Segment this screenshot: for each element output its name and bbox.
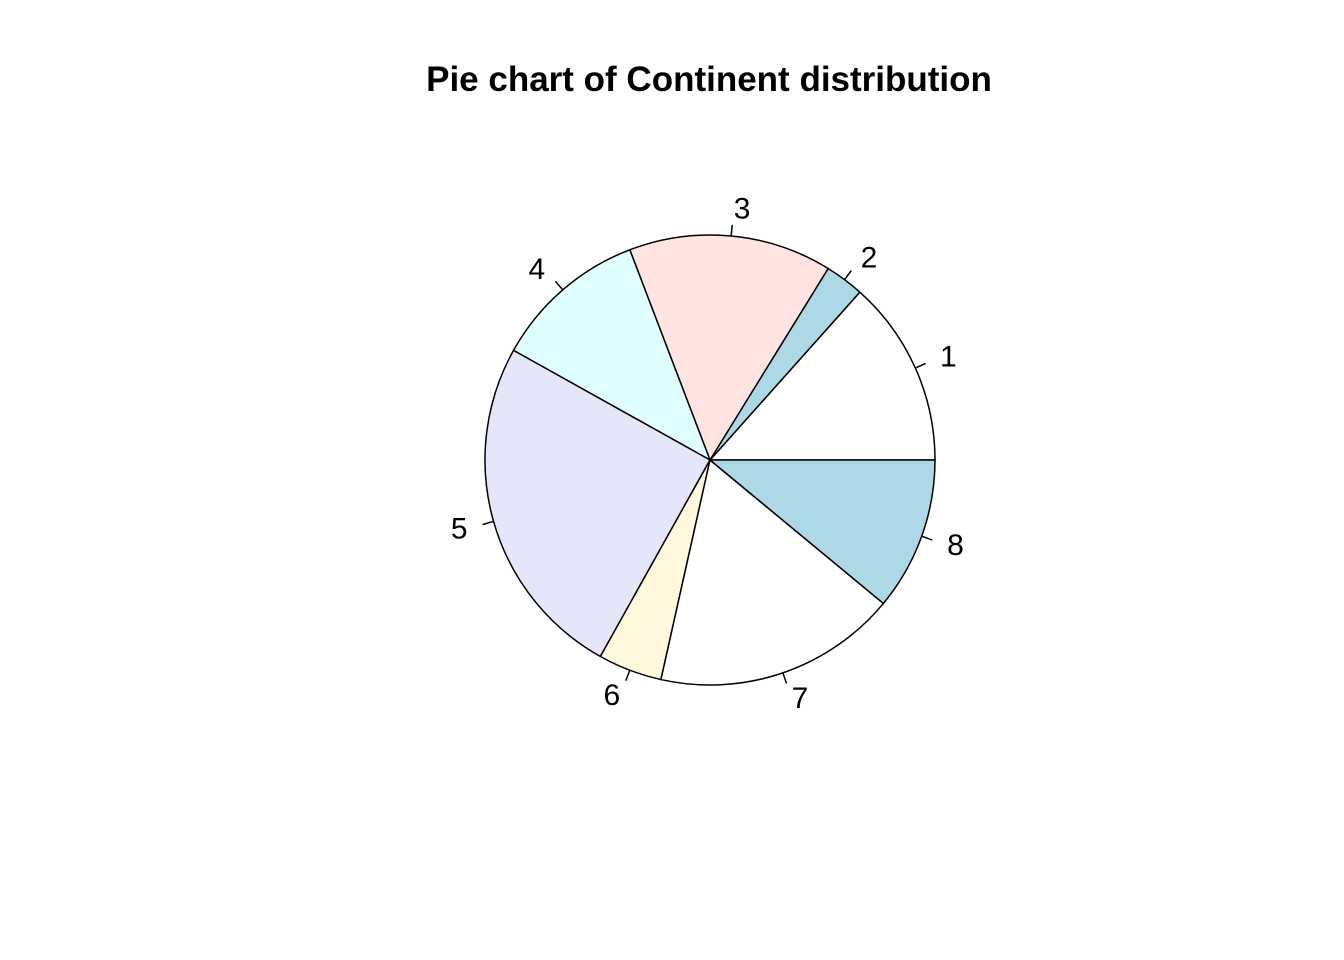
- pie-tick-6: [625, 669, 631, 682]
- pie-label-4: 4: [528, 253, 545, 286]
- pie-label-1: 1: [940, 341, 957, 374]
- pie-labels: 1 2 3 4 5 6 7 8: [451, 193, 964, 715]
- pie-label-5: 5: [451, 512, 468, 545]
- pie-slice-1: [708, 291, 936, 461]
- pie-label-8: 8: [947, 529, 964, 562]
- pie-label-3: 3: [734, 193, 751, 226]
- pie-slices: [484, 234, 936, 686]
- pie-tick-2: [843, 270, 852, 281]
- pie-label-7: 7: [792, 682, 809, 715]
- pie-slice-8: [707, 459, 936, 605]
- pie-label-6: 6: [603, 679, 620, 712]
- pie-tick-4: [554, 280, 564, 291]
- pie-label-2: 2: [861, 242, 878, 275]
- pie-tick-8: [921, 535, 933, 541]
- chart-title: Pie chart of Continent distribution: [426, 60, 992, 99]
- pie-tick-5: [482, 520, 494, 526]
- pie-tick-3: [730, 224, 733, 237]
- pie-slice-3: [628, 234, 830, 462]
- pie-tick-7: [782, 672, 788, 684]
- pie-slice-4: [512, 248, 712, 462]
- pie-label-ticks: [482, 224, 933, 684]
- pie-tick-1: [915, 362, 926, 369]
- pie-slice-5: [484, 349, 712, 658]
